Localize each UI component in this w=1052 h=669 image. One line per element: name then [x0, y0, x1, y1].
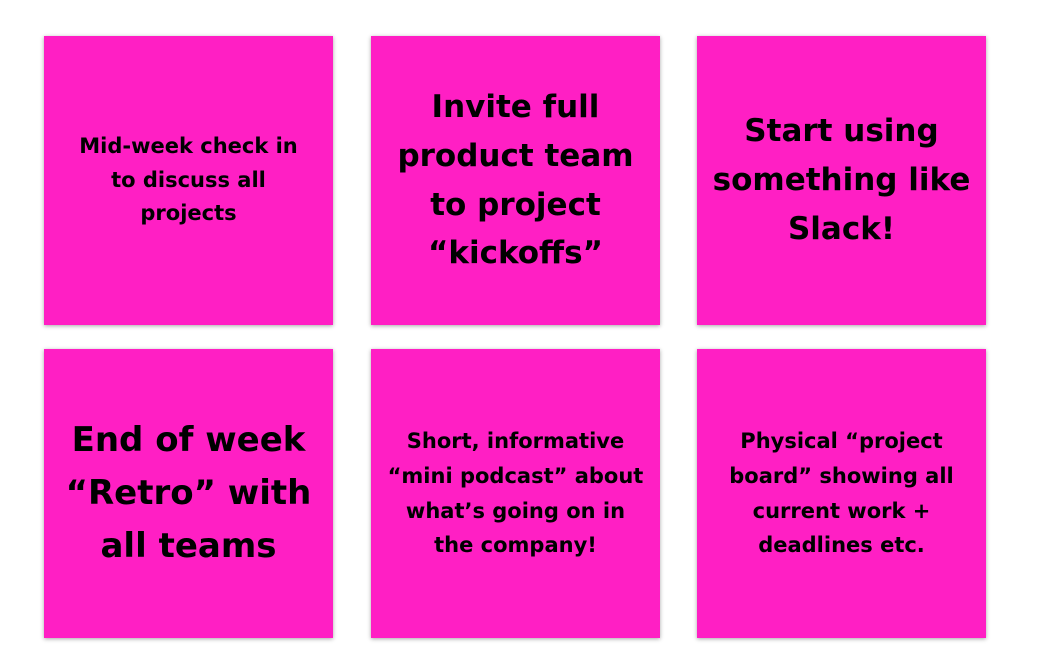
sticky-note-mid-week-check-in: Mid-week check in to discuss all project…	[44, 36, 333, 325]
sticky-note-text: Mid-week check in to discuss all project…	[79, 134, 298, 226]
sticky-note-text: Short, informative “mini podcast” about …	[387, 428, 644, 558]
sticky-note-invite-product-team: Invite full product team to project “kic…	[371, 36, 660, 325]
sticky-note-text: Physical “project board” showing all cur…	[729, 428, 954, 558]
sticky-note-project-board: Physical “project board” showing all cur…	[697, 349, 986, 638]
sticky-note-mini-podcast: Short, informative “mini podcast” about …	[371, 349, 660, 638]
sticky-note-text: Start using something like Slack!	[712, 113, 971, 247]
sticky-note-start-using-slack: Start using something like Slack!	[697, 36, 986, 325]
sticky-note-text: Invite full product team to project “kic…	[397, 88, 634, 272]
sticky-note-text: End of week “Retro” with all teams	[65, 419, 312, 567]
sticky-note-end-of-week-retro: End of week “Retro” with all teams	[44, 349, 333, 638]
